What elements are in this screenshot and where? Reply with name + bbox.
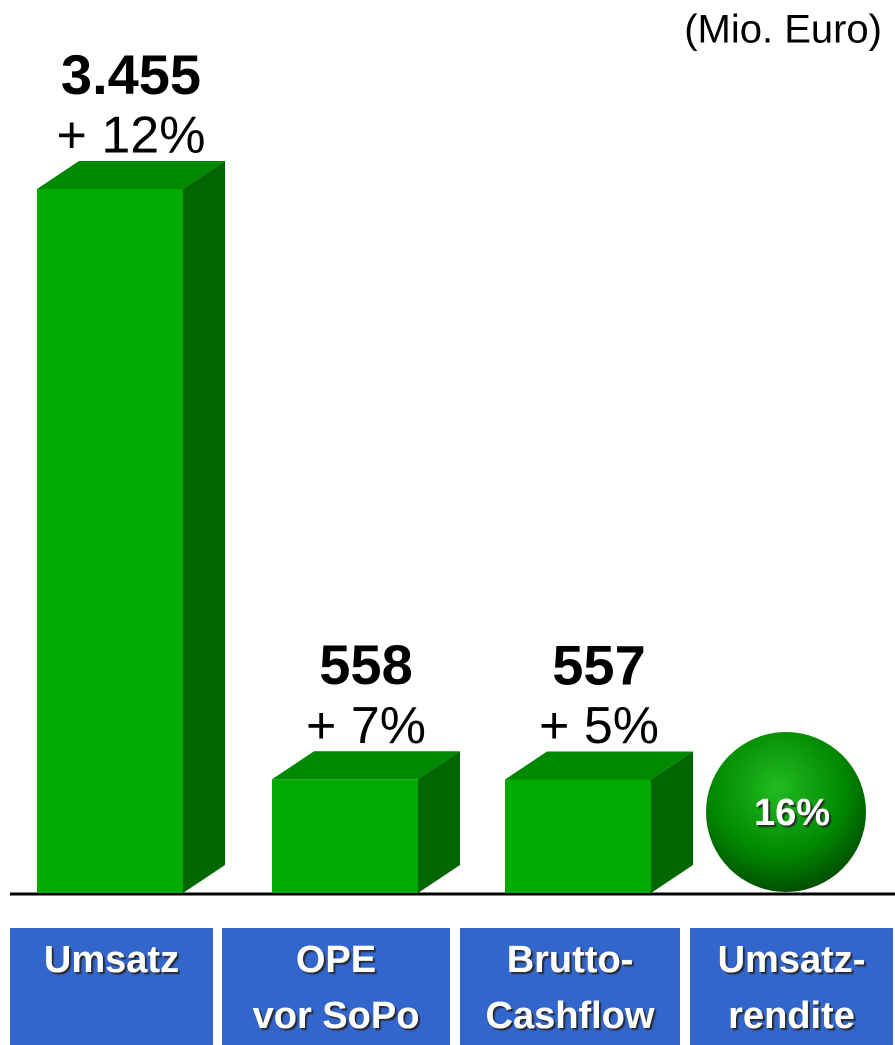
bar-side	[418, 751, 460, 893]
category-label: Cashflow	[486, 995, 655, 1037]
bar	[37, 189, 183, 893]
value-label: 557	[552, 633, 645, 696]
bar-side	[651, 751, 693, 893]
category-box	[222, 928, 450, 1045]
value-label: 558	[319, 633, 412, 696]
category-label: Brutto-	[507, 939, 634, 981]
category-label: Umsatz-	[718, 939, 866, 981]
bar-top	[505, 751, 693, 780]
bar-top	[37, 161, 225, 189]
change-label: + 5%	[539, 697, 659, 755]
bar-top	[272, 751, 460, 780]
value-label: 3.455	[61, 43, 201, 106]
category-label: Umsatz	[44, 939, 179, 981]
bar-side	[183, 161, 225, 893]
bar	[505, 779, 651, 893]
rate-label: 16%	[754, 792, 830, 834]
rate-circle	[706, 732, 866, 892]
category-label: rendite	[728, 995, 855, 1037]
category-label: vor SoPo	[253, 995, 420, 1037]
category-box	[690, 928, 893, 1045]
category-box	[10, 928, 213, 1045]
category-box	[460, 928, 680, 1045]
category-label: OPE	[296, 939, 376, 981]
bar	[272, 779, 418, 893]
change-label: + 12%	[57, 107, 206, 165]
change-label: + 7%	[306, 697, 426, 755]
unit-label: (Mio. Euro)	[684, 8, 882, 52]
